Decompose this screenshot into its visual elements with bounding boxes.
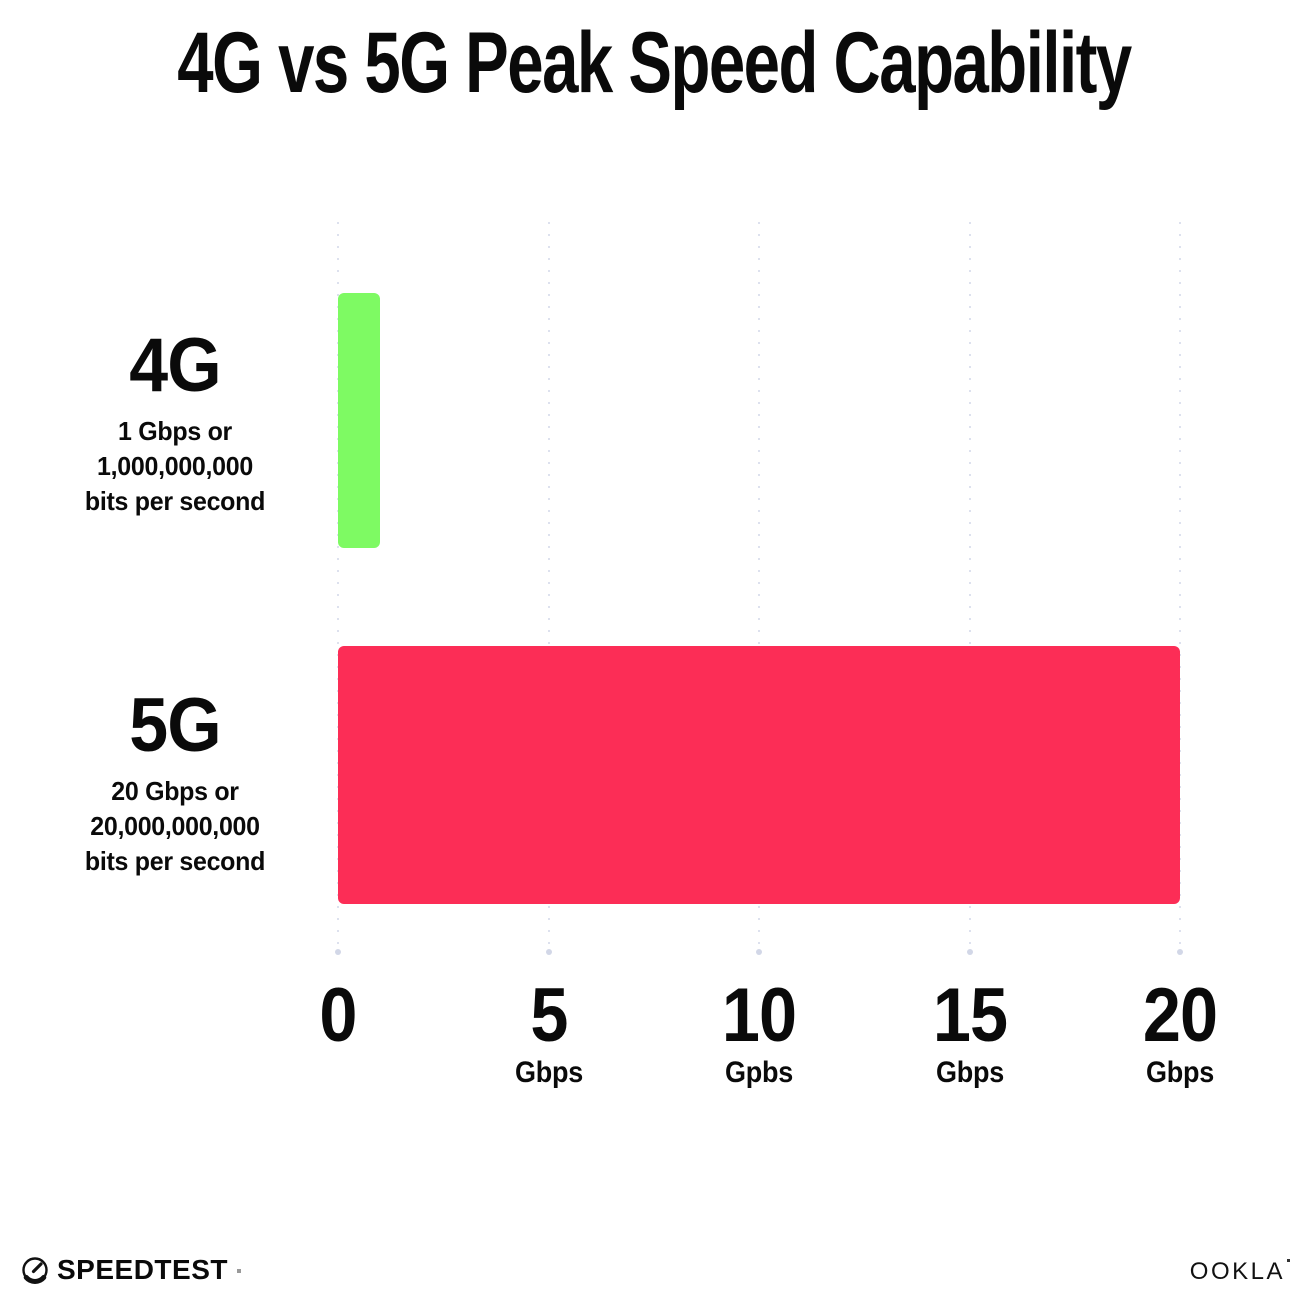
x-tick-value: 5 [530,973,568,1058]
category-desc-line: bits per second [84,846,266,876]
chart-title: 4G vs 5G Peak Speed Capability [177,15,1132,111]
category-label-4g: 4G [129,323,221,408]
gridline-20 [1177,222,1183,955]
ookla-wordmark: OOKLA [1189,1258,1285,1285]
x-tick-5: 5 Gbps [459,973,639,1090]
speedtest-wordmark: SPEEDTEST [57,1254,228,1285]
trademark-mark [1287,1259,1290,1262]
x-tick-value: 20 [1142,973,1218,1058]
row-label-5g: 5G 20 Gbps or 20,000,000,000 bits per se… [30,686,320,879]
category-desc-line: 20 Gbps or [111,776,239,806]
x-tick-value: 10 [721,973,797,1058]
gridline-15 [967,222,973,955]
gridline-10 [756,222,762,955]
x-tick-unit: Gbps [936,1056,1004,1089]
x-tick-10: 10 Gpbs [669,973,849,1090]
gridline-5 [546,222,552,955]
x-tick-20: 20 Gbps [1090,973,1270,1090]
x-tick-unit: Gbps [1146,1056,1214,1089]
speedometer-gauge-icon [20,1255,50,1285]
x-tick-0: 0 [248,973,428,1058]
bar-4g [338,293,380,548]
ookla-logo: OOKLA [1190,1259,1290,1285]
x-tick-value: 0 [319,973,357,1058]
category-desc-line: bits per second [84,486,266,516]
gridline-0 [335,222,341,955]
x-tick-15: 15 Gbps [880,973,1060,1090]
x-tick-unit: Gbps [515,1056,583,1089]
x-tick-unit: Gpbs [725,1056,793,1089]
row-label-4g: 4G 1 Gbps or 1,000,000,000 bits per seco… [30,326,320,519]
speedtest-logo: SPEEDTEST [20,1255,241,1285]
category-desc-line: 20,000,000,000 [90,811,260,841]
bar-5g [338,646,1180,904]
category-desc-line: 1 Gbps or [118,416,232,446]
category-label-5g: 5G [129,683,221,768]
trademark-mark [236,1269,241,1273]
x-tick-value: 15 [932,973,1008,1058]
category-desc-line: 1,000,000,000 [97,451,253,481]
